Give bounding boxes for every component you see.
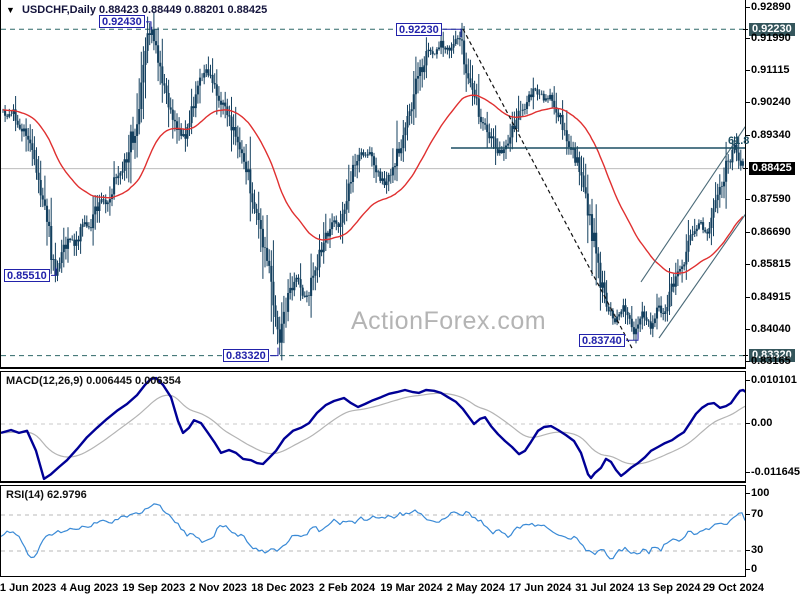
price-axis-highlight-label: 0.83320 — [743, 349, 795, 363]
date-axis-label: 31 Jul 2024 — [575, 582, 634, 594]
axis-label: 0.86690 — [745, 225, 791, 238]
date-axis-label: 19 Sep 2023 — [122, 582, 186, 594]
rsi-panel[interactable]: RSI(14) 62.9796 — [0, 485, 746, 577]
date-axis-label: 29 Oct 2024 — [702, 582, 764, 594]
price-axis-highlight-label: 0.88425 — [743, 162, 795, 176]
axis-label: 0.89340 — [745, 128, 791, 141]
price-level-label: 0.92230 — [396, 23, 442, 36]
symbol-name: USDCHF,Daily — [21, 4, 96, 16]
ohlc-low: 0.88201 — [184, 4, 225, 16]
axis-label: 0.91115 — [745, 63, 790, 76]
axis-label: 0.92890 — [745, 0, 791, 13]
date-axis-label: 2 May 2024 — [446, 582, 505, 594]
price-level-label: 0.83320 — [223, 349, 269, 362]
axis-label: 30 — [744, 543, 764, 556]
date-axis: 21 Jun 2023 4 Aug 2023 19 Sep 2023 2 Nov 20… — [0, 578, 764, 600]
symbol-dropdown-icon[interactable]: ▼ — [6, 5, 15, 15]
macd-panel[interactable]: MACD(12,26,9) 0.006445 0.006354 — [0, 371, 746, 483]
macd-canvas[interactable] — [1, 372, 745, 481]
axis-label: 70 — [744, 507, 764, 520]
date-axis-label: 19 Mar 2024 — [380, 582, 443, 594]
date-axis-label: 4 Aug 2023 — [60, 582, 119, 594]
rsi-label: RSI(14) 62.9796 — [6, 489, 87, 501]
axis-label: 0.91990 — [745, 31, 791, 44]
fib-61.8-label: 61.8 — [728, 135, 750, 147]
axis-label: 0.010101 — [745, 373, 797, 386]
axis-label: 0 — [744, 562, 758, 575]
axis-label: 0.87590 — [745, 192, 791, 205]
ohlc-close: 0.88425 — [227, 4, 268, 16]
date-axis-label: 21 Jun 2023 — [0, 582, 57, 594]
axis-label: 0.00 — [744, 416, 773, 429]
axis-label: 100 — [744, 486, 770, 499]
date-axis-label: 18 Dec 2023 — [251, 582, 315, 594]
price-axis: 0.92890 0.92230 0.91990 0.91115 0.90240 0.893… — [743, 0, 800, 600]
price-level-label: 0.92430 — [99, 15, 145, 28]
rsi-canvas[interactable] — [1, 486, 745, 575]
axis-label: 0.84040 — [745, 322, 791, 335]
watermark: ActionForex.com — [351, 307, 547, 335]
price-chart-canvas[interactable] — [1, 0, 745, 367]
date-axis-label: 17 Jun 2024 — [509, 582, 572, 594]
price-level-label: 0.85510 — [4, 269, 50, 282]
symbol-info: ▼ USDCHF,Daily 0.88423 0.88449 0.88201 0… — [6, 4, 267, 16]
price-level-label: 0.83740 — [579, 334, 625, 347]
price-axis-highlight-label: 0.92230 — [743, 22, 795, 36]
ohlc-high: 0.88449 — [141, 4, 182, 16]
ohlc-open: 0.88423 — [99, 4, 139, 16]
price-chart-panel[interactable]: ActionForex.com ▼ USDCHF,Daily 0.88423 0… — [0, 0, 750, 369]
axis-label: 0.85815 — [745, 257, 791, 270]
axis-label: -0.011645 — [745, 466, 800, 479]
macd-label: MACD(12,26,9) 0.006445 0.006354 — [6, 375, 181, 387]
axis-label: 0.90240 — [745, 95, 791, 108]
date-axis-label: 13 Sep 2024 — [637, 582, 701, 594]
date-axis-label: 2 Feb 2024 — [318, 582, 376, 594]
date-axis-label: 2 Nov 2023 — [189, 582, 247, 594]
axis-label: 0.84915 — [745, 290, 791, 303]
axis-label: 0.83165 — [745, 354, 791, 367]
